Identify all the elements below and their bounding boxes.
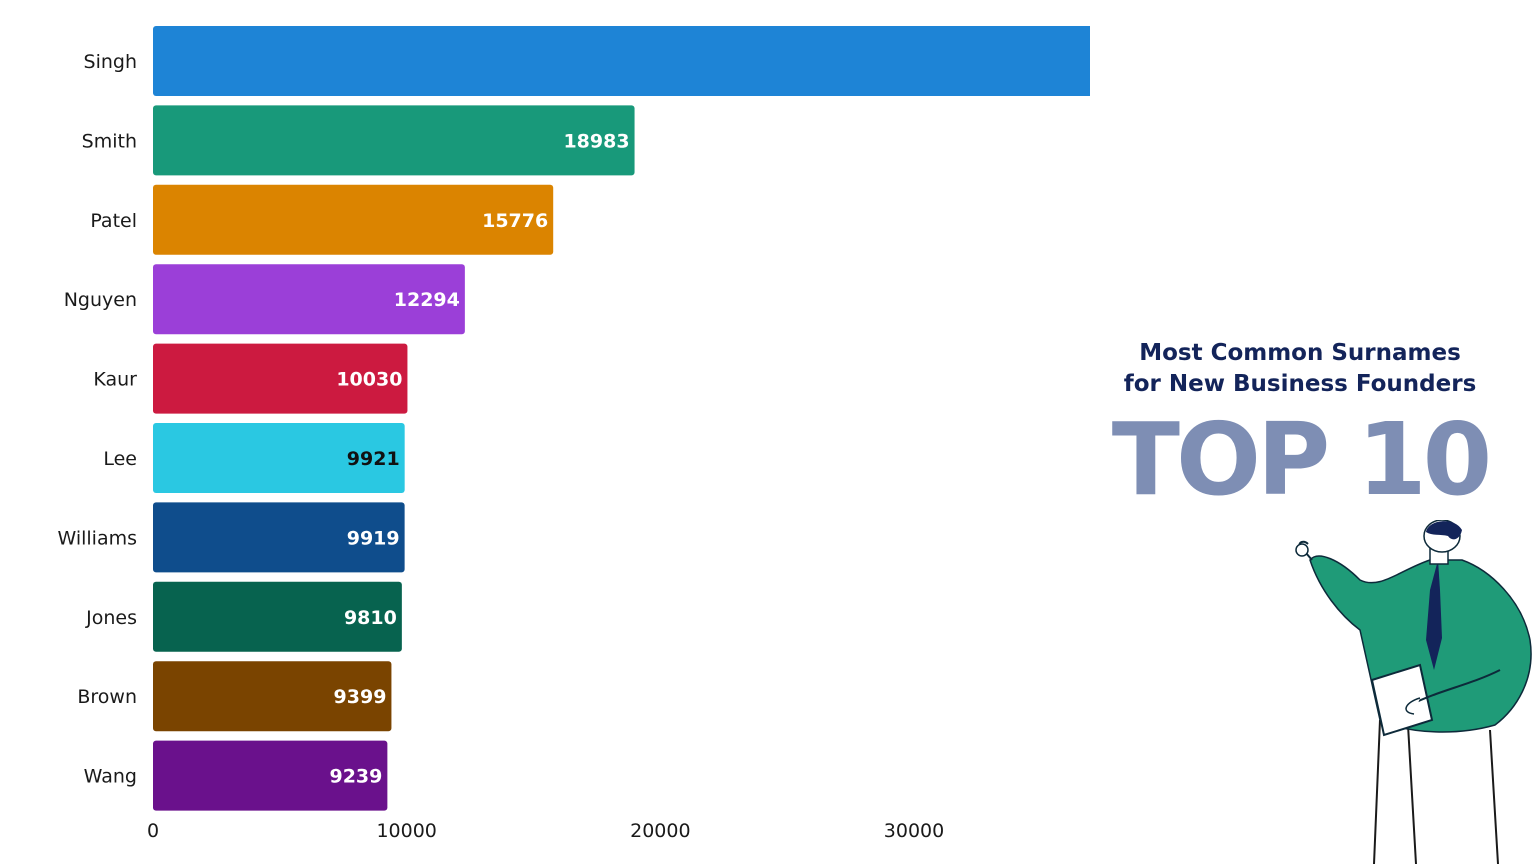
bar xyxy=(153,264,465,335)
bar xyxy=(153,581,402,652)
value-label: 9919 xyxy=(347,527,400,549)
headline-line-2: for New Business Founders xyxy=(1123,371,1477,397)
bar xyxy=(153,740,388,811)
bar xyxy=(153,105,635,176)
value-label: 10030 xyxy=(336,369,402,391)
value-label: 9399 xyxy=(334,686,387,708)
chart-headline: Most Common Surnames for New Business Fo… xyxy=(1090,338,1510,400)
x-tick-label: 20000 xyxy=(630,820,690,842)
category-label: Kaur xyxy=(93,369,137,391)
bar xyxy=(153,26,1090,96)
value-label: 9239 xyxy=(329,766,382,788)
bar xyxy=(153,423,405,493)
category-label: Lee xyxy=(103,448,137,470)
value-label: 15776 xyxy=(482,210,548,232)
category-label: Nguyen xyxy=(64,289,137,311)
x-tick-label: 0 xyxy=(147,820,159,842)
category-label: Wang xyxy=(84,766,137,788)
value-label: 18983 xyxy=(563,130,629,152)
category-label: Singh xyxy=(84,51,137,73)
bar-chart: Singh45530Smith18983Patel15776Nguyen1229… xyxy=(57,26,1090,842)
category-label: Brown xyxy=(77,686,137,708)
value-label: 9921 xyxy=(347,448,400,470)
value-label: 9810 xyxy=(344,607,397,629)
category-label: Patel xyxy=(90,210,137,232)
category-label: Smith xyxy=(82,130,137,152)
bar xyxy=(153,661,392,732)
bar xyxy=(153,502,405,573)
x-tick-label: 10000 xyxy=(376,820,436,842)
businessman-pointing-icon xyxy=(1295,520,1532,864)
value-label: 12294 xyxy=(394,289,460,311)
category-label: Williams xyxy=(57,527,137,549)
category-label: Jones xyxy=(85,607,137,629)
bar xyxy=(153,343,408,414)
bar xyxy=(153,184,554,255)
headline-line-1: Most Common Surnames xyxy=(1139,340,1461,366)
x-tick-label: 30000 xyxy=(884,820,944,842)
top-10-badge: TOP 10 xyxy=(1111,401,1493,518)
